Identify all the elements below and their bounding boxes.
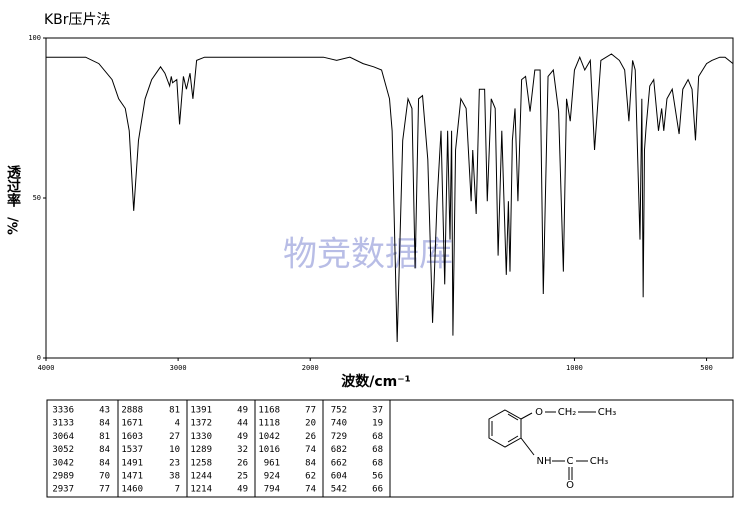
transmittance: 43 [99, 406, 110, 416]
wavenumber: 1244 [190, 472, 212, 482]
wavenumber: 682 [331, 445, 347, 455]
y-tick-label: 100 [28, 34, 41, 42]
watermark: 物竞数据库 [283, 235, 453, 275]
y-axis-unit: %/ [7, 217, 22, 235]
wavenumber: 1671 [121, 419, 143, 429]
atom-label: O [535, 407, 543, 418]
transmittance: 7 [175, 485, 180, 495]
y-tick-label: 50 [33, 194, 41, 202]
transmittance: 81 [99, 432, 110, 442]
wavenumber: 542 [331, 485, 347, 495]
wavenumber: 1391 [190, 406, 212, 416]
transmittance: 23 [169, 458, 180, 468]
x-tick-label: 500 [700, 364, 713, 372]
transmittance: 37 [372, 406, 383, 416]
transmittance: 84 [99, 458, 110, 468]
transmittance: 32 [237, 445, 248, 455]
x-tick-label: 4000 [38, 364, 55, 372]
wavenumber: 2888 [121, 406, 143, 416]
transmittance: 26 [237, 458, 248, 468]
wavenumber: 1471 [121, 472, 143, 482]
wavenumber: 662 [331, 458, 347, 468]
atom-label: CH₃ [598, 407, 617, 418]
wavenumber: 1537 [121, 445, 143, 455]
wavenumber: 794 [264, 485, 280, 495]
transmittance: 74 [305, 445, 316, 455]
wavenumber: 1603 [121, 432, 143, 442]
wavenumber: 1330 [190, 432, 212, 442]
wavenumber: 1289 [190, 445, 212, 455]
transmittance: 49 [237, 432, 248, 442]
transmittance: 44 [237, 419, 248, 429]
atom-label: CH₂ [558, 407, 577, 418]
wavenumber: 1118 [258, 419, 280, 429]
atom-label: C [567, 456, 574, 467]
transmittance: 77 [305, 406, 316, 416]
y-tick-label: 0 [37, 354, 41, 362]
y-axis-label: 透过率 [5, 165, 21, 208]
wavenumber: 1016 [258, 445, 280, 455]
wavenumber: 3052 [52, 445, 74, 455]
transmittance: 66 [372, 485, 383, 495]
x-tick-label: 3000 [170, 364, 187, 372]
transmittance: 49 [237, 406, 248, 416]
transmittance: 25 [237, 472, 248, 482]
wavenumber: 961 [264, 458, 280, 468]
wavenumber: 2989 [52, 472, 74, 482]
transmittance: 68 [372, 458, 383, 468]
wavenumber: 740 [331, 419, 347, 429]
x-axis-label: 波数/cm⁻¹ [341, 373, 411, 390]
transmittance: 84 [99, 445, 110, 455]
transmittance: 20 [305, 419, 316, 429]
x-tick-label: 1000 [566, 364, 583, 372]
wavenumber: 924 [264, 472, 280, 482]
wavenumber: 1168 [258, 406, 280, 416]
wavenumber: 3133 [52, 419, 74, 429]
wavenumber: 3336 [52, 406, 74, 416]
transmittance: 4 [175, 419, 180, 429]
transmittance: 77 [99, 485, 110, 495]
atom-label: NH [537, 456, 552, 467]
atom-label: CH₃ [590, 456, 609, 467]
transmittance: 19 [372, 419, 383, 429]
transmittance: 49 [237, 485, 248, 495]
wavenumber: 752 [331, 406, 347, 416]
wavenumber: 1258 [190, 458, 212, 468]
wavenumber: 1214 [190, 485, 212, 495]
transmittance: 56 [372, 472, 383, 482]
x-tick-label: 2000 [302, 364, 319, 372]
transmittance: 81 [169, 406, 180, 416]
transmittance: 38 [169, 472, 180, 482]
transmittance: 26 [305, 432, 316, 442]
structure-bonds [488, 409, 596, 480]
wavenumber: 729 [331, 432, 347, 442]
transmittance: 84 [99, 419, 110, 429]
chart-title: KBr压片法 [44, 12, 111, 28]
wavenumber: 1042 [258, 432, 280, 442]
wavenumber: 1372 [190, 419, 212, 429]
atom-label: O [566, 480, 574, 491]
transmittance: 68 [372, 445, 383, 455]
transmittance: 27 [169, 432, 180, 442]
transmittance: 62 [305, 472, 316, 482]
transmittance: 68 [372, 432, 383, 442]
wavenumber: 3064 [52, 432, 74, 442]
wavenumber: 1491 [121, 458, 143, 468]
wavenumber: 604 [331, 472, 347, 482]
transmittance: 84 [305, 458, 316, 468]
wavenumber: 3042 [52, 458, 74, 468]
transmittance: 70 [99, 472, 110, 482]
spectrum-line [46, 53, 734, 343]
wavenumber: 2937 [52, 485, 74, 495]
table-dividers [117, 400, 391, 497]
transmittance: 10 [169, 445, 180, 455]
transmittance: 74 [305, 485, 316, 495]
wavenumber: 1460 [121, 485, 143, 495]
